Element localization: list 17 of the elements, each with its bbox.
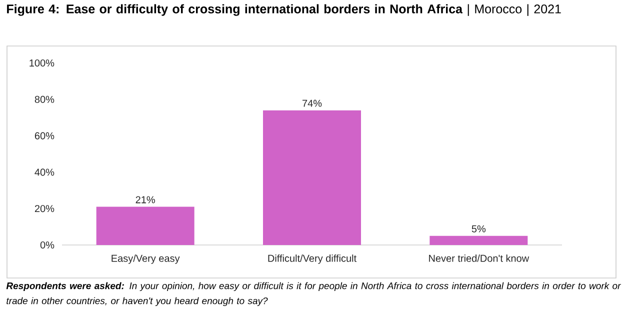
y-tick-label: 80% xyxy=(34,96,54,103)
x-tick-label: Easy/Very easy xyxy=(112,254,180,264)
chart-title: Figure 4: Ease or difficulty of crossing international borders in North Africa | Morocco | 2021 xyxy=(7,4,561,16)
y-tick-label: 0% xyxy=(40,241,54,249)
x-tick-label: Never tried/Don't know xyxy=(429,254,530,262)
bar xyxy=(430,236,528,245)
y-tick-label: 40% xyxy=(34,168,54,176)
data-label: 21% xyxy=(136,196,155,204)
data-label: 5% xyxy=(472,225,486,232)
y-tick-label: 60% xyxy=(34,132,54,140)
bar xyxy=(263,110,361,245)
bar xyxy=(96,206,194,245)
data-label: 74% xyxy=(302,100,322,107)
text: Respondents were asked: In your opinion, how easy or difficult is it for people in North Africa to cross international borders in order to work or trade in other countries, or haven't you heard enough to say? xyxy=(6,282,622,306)
y-tick-label: 100% xyxy=(30,59,54,67)
y-tick-label: 20% xyxy=(34,205,54,212)
x-tick-label: Difficult/Very difficult xyxy=(268,254,356,264)
